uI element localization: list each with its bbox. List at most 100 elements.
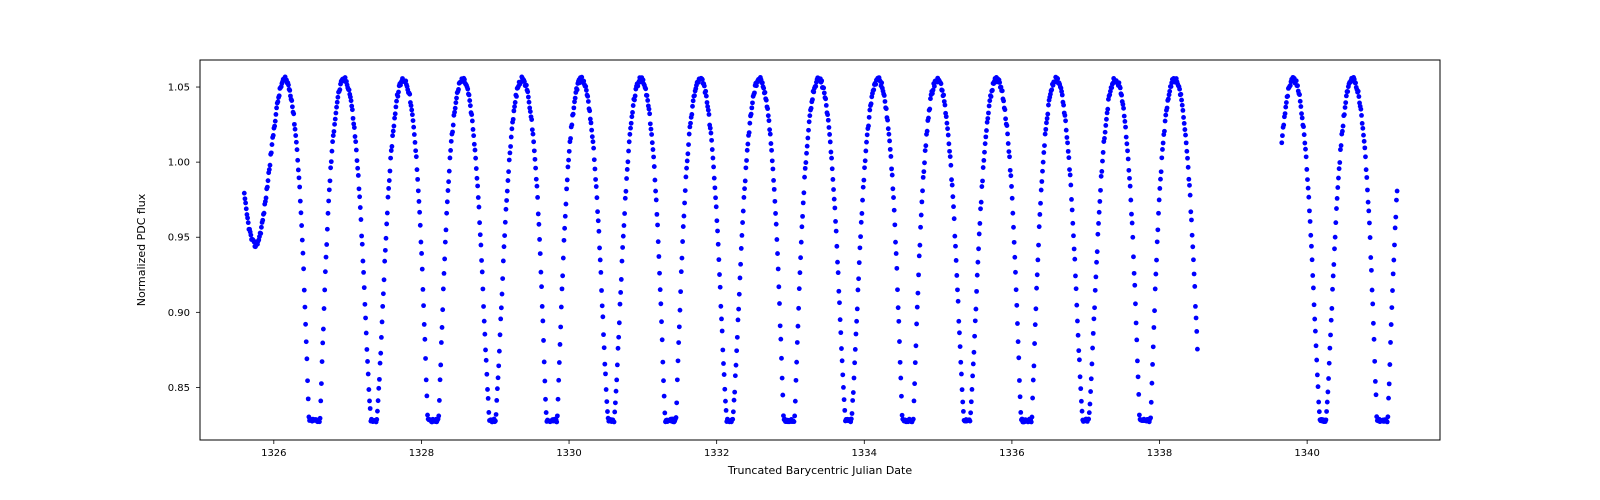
data-point	[438, 363, 443, 368]
data-point	[1018, 410, 1023, 415]
data-point	[645, 98, 650, 103]
data-point	[743, 179, 748, 184]
data-point	[442, 271, 447, 276]
data-point	[856, 288, 861, 293]
data-point	[777, 301, 782, 306]
data-point	[928, 96, 933, 101]
data-point	[509, 135, 514, 140]
data-point	[709, 138, 714, 143]
data-point	[1035, 272, 1040, 277]
data-point	[437, 398, 442, 403]
data-point	[682, 201, 687, 206]
data-point	[586, 99, 591, 104]
data-point	[749, 105, 754, 110]
data-point	[1195, 347, 1200, 352]
data-point	[722, 387, 727, 392]
data-point	[388, 169, 393, 174]
data-point	[560, 286, 565, 291]
data-point	[1194, 329, 1199, 334]
data-point	[911, 417, 916, 422]
data-point	[571, 105, 576, 110]
data-point	[1070, 208, 1075, 213]
data-point	[1335, 185, 1340, 190]
data-point	[1190, 233, 1195, 238]
data-point	[367, 399, 372, 404]
data-point	[368, 406, 373, 411]
data-point	[1366, 200, 1371, 205]
data-point	[446, 179, 451, 184]
data-point	[775, 251, 780, 256]
data-point	[854, 332, 859, 337]
data-point	[384, 222, 389, 227]
data-point	[1391, 258, 1396, 263]
data-point	[679, 269, 684, 274]
data-point	[946, 133, 951, 138]
data-point	[956, 319, 961, 324]
data-point	[439, 340, 444, 345]
data-point	[502, 233, 507, 238]
data-point	[511, 108, 516, 113]
data-point	[478, 232, 483, 237]
x-tick-label: 1330	[556, 448, 581, 459]
data-point	[387, 178, 392, 183]
data-point	[539, 270, 544, 275]
data-point	[1360, 126, 1365, 131]
data-point	[821, 86, 826, 91]
data-point	[892, 208, 897, 213]
data-point	[715, 229, 720, 234]
data-point	[409, 103, 414, 108]
data-point	[453, 106, 458, 111]
chart-background	[0, 0, 1600, 500]
data-point	[985, 116, 990, 121]
data-point	[840, 358, 845, 363]
data-point	[556, 378, 561, 383]
data-point	[1155, 227, 1160, 232]
data-point	[612, 410, 617, 415]
data-point	[1132, 283, 1137, 288]
data-point	[655, 223, 660, 228]
data-point	[831, 187, 836, 192]
data-point	[589, 120, 594, 125]
data-point	[660, 337, 665, 342]
data-point	[392, 116, 397, 121]
data-point	[1132, 271, 1137, 276]
data-point	[1393, 215, 1398, 220]
data-point	[838, 330, 843, 335]
data-point	[1041, 160, 1046, 165]
data-point	[417, 199, 422, 204]
data-point	[259, 225, 264, 230]
data-point	[745, 148, 750, 153]
data-point	[721, 361, 726, 366]
data-point	[1185, 156, 1190, 161]
data-point	[600, 303, 605, 308]
data-point	[1190, 244, 1195, 249]
data-point	[1003, 116, 1008, 121]
data-point	[302, 288, 307, 293]
data-point	[796, 324, 801, 329]
data-point	[1151, 325, 1156, 330]
data-point	[922, 160, 927, 165]
data-point	[1157, 198, 1162, 203]
data-point	[658, 287, 663, 292]
data-point	[889, 166, 894, 171]
data-point	[770, 158, 775, 163]
data-point	[1300, 116, 1305, 121]
data-point	[842, 397, 847, 402]
data-point	[1096, 221, 1101, 226]
data-point	[511, 117, 516, 122]
data-point	[766, 113, 771, 118]
data-point	[306, 396, 311, 401]
data-point	[796, 306, 801, 311]
data-point	[1153, 272, 1158, 277]
data-point	[363, 316, 368, 321]
data-point	[1311, 286, 1316, 291]
data-point	[867, 108, 872, 113]
data-point	[354, 148, 359, 153]
data-point	[392, 124, 397, 129]
data-point	[456, 87, 461, 92]
data-point	[1372, 359, 1377, 364]
data-point	[449, 139, 454, 144]
data-point	[1099, 169, 1104, 174]
data-point	[1038, 201, 1043, 206]
data-point	[411, 118, 416, 123]
